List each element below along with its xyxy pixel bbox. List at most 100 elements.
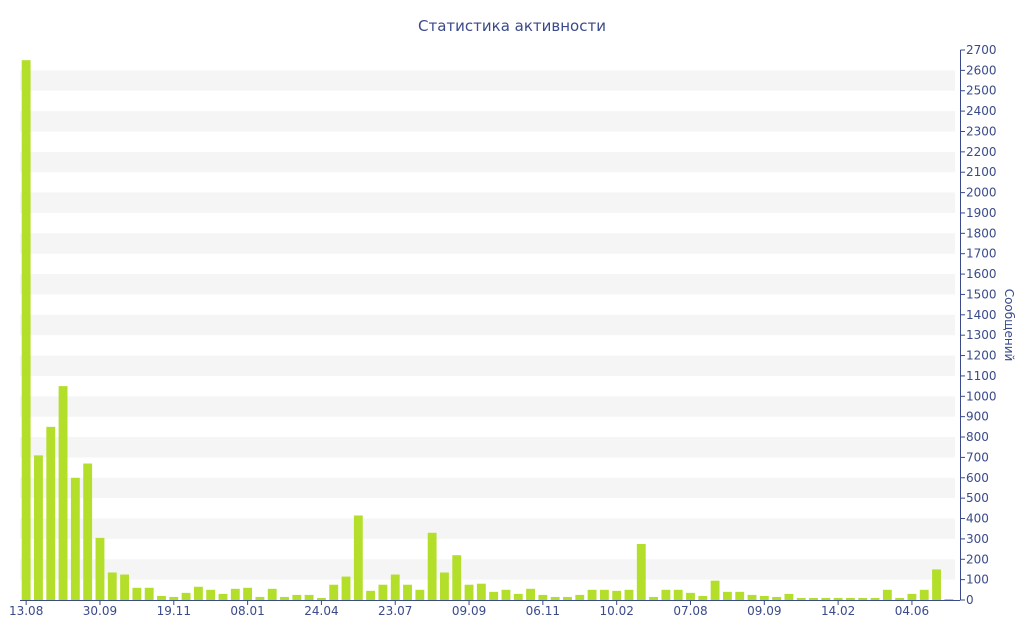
bar xyxy=(58,386,68,600)
bar xyxy=(21,60,31,600)
bar xyxy=(501,589,511,600)
y-tick-label: 1600 xyxy=(966,267,997,281)
bar xyxy=(120,574,129,600)
grid-band xyxy=(20,477,955,499)
bar xyxy=(636,543,646,600)
grid-band xyxy=(20,314,955,336)
bar xyxy=(427,532,437,600)
grid-band xyxy=(20,518,955,539)
bar xyxy=(526,588,535,600)
grid-band xyxy=(20,274,955,295)
bar xyxy=(944,598,954,600)
bar xyxy=(206,589,216,600)
bar xyxy=(144,587,154,600)
y-tick-label: 300 xyxy=(966,532,989,546)
grid-band xyxy=(20,233,955,254)
grid-band xyxy=(20,437,955,458)
bar xyxy=(489,591,499,600)
bar xyxy=(280,596,289,600)
bar xyxy=(132,587,142,600)
bar xyxy=(476,583,486,600)
x-tick-label: 13.08 xyxy=(9,604,43,618)
y-tick-label: 900 xyxy=(966,410,989,424)
x-tick-label: 19.11 xyxy=(157,604,191,618)
bar xyxy=(587,589,597,600)
grid-band xyxy=(20,355,955,376)
bar xyxy=(46,426,56,600)
bar xyxy=(329,584,339,600)
bar xyxy=(415,589,425,600)
y-tick-label: 1200 xyxy=(966,349,997,363)
bar xyxy=(563,596,572,600)
bar xyxy=(378,584,388,600)
grid-band xyxy=(20,192,955,213)
x-tick-label: 14.02 xyxy=(821,604,855,618)
x-tick-label: 07.08 xyxy=(673,604,707,618)
y-tick-label: 2700 xyxy=(966,43,997,57)
bar xyxy=(919,589,929,600)
bar xyxy=(341,576,351,600)
y-axis-label: Сообщений xyxy=(1002,289,1016,362)
bar xyxy=(698,595,708,600)
x-tick-label: 04.06 xyxy=(895,604,929,618)
bar xyxy=(316,597,326,600)
grid-band xyxy=(20,151,955,173)
bar xyxy=(181,592,191,600)
bar xyxy=(267,588,277,600)
x-tick-label: 30.09 xyxy=(83,604,117,618)
y-tick-label: 500 xyxy=(966,491,989,505)
bar xyxy=(624,589,634,600)
bar xyxy=(747,594,757,600)
y-tick-label: 1400 xyxy=(966,308,997,322)
y-tick-label: 1100 xyxy=(966,369,997,383)
bar xyxy=(403,584,412,600)
y-tick-label: 700 xyxy=(966,450,989,464)
bar xyxy=(513,593,523,600)
bar xyxy=(686,592,695,600)
bar xyxy=(243,587,253,600)
bar xyxy=(833,597,843,600)
y-tick-label: 2600 xyxy=(966,63,997,77)
bar-series xyxy=(21,60,954,600)
chart-title: Статистика активности xyxy=(418,17,606,35)
x-tick-label: 06.11 xyxy=(526,604,560,618)
bar xyxy=(784,593,794,600)
bar xyxy=(464,584,474,600)
y-tick-label: 2300 xyxy=(966,124,997,138)
y-tick-label: 1500 xyxy=(966,287,997,301)
bar xyxy=(599,589,609,600)
x-tick-label: 24.04 xyxy=(304,604,338,618)
x-tick-label: 09.09 xyxy=(452,604,486,618)
bar xyxy=(366,590,376,600)
y-tick-label: 800 xyxy=(966,430,989,444)
bar xyxy=(796,597,806,600)
bar xyxy=(821,597,831,600)
bar xyxy=(538,594,548,600)
y-tick-label: 2400 xyxy=(966,104,997,118)
bar xyxy=(710,580,720,600)
bar xyxy=(759,595,769,600)
y-tick-label: 0 xyxy=(966,593,974,607)
bar xyxy=(735,591,745,600)
bar xyxy=(353,515,363,600)
bar xyxy=(661,589,671,600)
y-tick-label: 1900 xyxy=(966,206,997,220)
bar xyxy=(255,596,265,600)
grid-band xyxy=(20,111,955,132)
x-tick-label: 10.02 xyxy=(599,604,633,618)
y-tick-label: 1800 xyxy=(966,226,997,240)
bar xyxy=(772,596,782,600)
bar xyxy=(870,597,880,600)
bar xyxy=(858,597,868,600)
grid-bands xyxy=(20,70,955,580)
bar xyxy=(612,590,622,600)
x-tick-label: 09.09 xyxy=(747,604,781,618)
bar xyxy=(193,586,203,600)
grid-band xyxy=(20,396,955,417)
y-tick-label: 100 xyxy=(966,573,989,587)
axes: 0 100 200 300 400 500 600 700 800 900 1000 1100 1200… xyxy=(9,43,997,618)
grid-band xyxy=(20,70,955,91)
y-tick-label: 200 xyxy=(966,552,989,566)
